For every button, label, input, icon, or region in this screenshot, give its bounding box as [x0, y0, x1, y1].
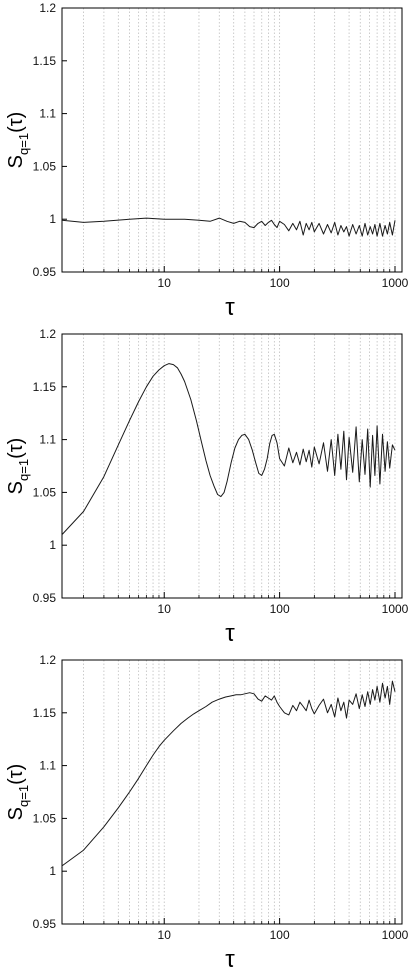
series-line: [61, 363, 396, 535]
y-axis-title: Sq=1(τ): [5, 438, 31, 495]
y-tick-label: 1.1: [39, 759, 56, 773]
y-tick-label: 1.05: [33, 811, 57, 825]
y-tick-label: 1.15: [33, 706, 57, 720]
y-tick-label: 0.95: [33, 917, 57, 931]
y-tick-label: 1.05: [33, 485, 57, 499]
y-axis-title-suffix: (τ): [5, 764, 27, 785]
y-axis-title-main: S: [5, 481, 27, 494]
gridlines: [83, 334, 396, 598]
x-tick-label: 10: [158, 276, 172, 290]
y-tick-label: 0.95: [33, 265, 57, 279]
x-axis-title: τ: [225, 620, 235, 647]
y-axis-title-suffix: (τ): [5, 112, 27, 133]
chart-panel: 0.95 1 1.05 1.1 1.15 1.2 10 100 1000 τ Sq=1(τ): [5, 327, 409, 647]
x-tick-label: 1000: [382, 602, 409, 616]
y-axis-title-main: S: [5, 807, 27, 820]
x-tick-label: 100: [270, 602, 290, 616]
x-tick-label: 10: [158, 928, 172, 942]
y-tick-label: 1: [49, 864, 56, 878]
y-axis-title: Sq=1(τ): [5, 112, 31, 169]
y-tick-label: 1.15: [33, 54, 57, 68]
y-tick-label: 0.95: [33, 591, 57, 605]
y-axis-title-sub: q=1: [16, 785, 31, 807]
plot-frame: [61, 659, 403, 925]
plot-frame: [61, 333, 403, 599]
series-line: [61, 680, 396, 867]
chart-panel: 0.95 1 1.05 1.1 1.15 1.2 10 100 1000 τ Sq=1(τ): [5, 653, 409, 973]
y-axis-title-sub: q=1: [16, 459, 31, 481]
series-line: [61, 217, 396, 237]
y-tick-label: 1.15: [33, 380, 57, 394]
y-tick-label: 1.2: [39, 327, 56, 341]
x-tick-label: 10: [158, 602, 172, 616]
y-axis-title: Sq=1(τ): [5, 764, 31, 821]
y-tick-label: 1: [49, 538, 56, 552]
y-tick-label: 1.2: [39, 653, 56, 667]
x-tick-label: 1000: [382, 276, 409, 290]
y-tick-label: 1.2: [39, 1, 56, 15]
y-tick-label: 1: [49, 212, 56, 226]
x-axis-title: τ: [225, 294, 235, 321]
x-tick-label: 100: [270, 276, 290, 290]
y-tick-label: 1.05: [33, 159, 57, 173]
plot-frame: [61, 7, 403, 273]
y-axis-title-suffix: (τ): [5, 438, 27, 459]
y-tick-label: 1.1: [39, 107, 56, 121]
chart-panel: 0.95 1 1.05 1.1 1.15 1.2 10 100 1000 τ Sq=1(τ): [5, 1, 409, 321]
x-axis-title: τ: [225, 946, 235, 973]
y-axis-title-sub: q=1: [16, 133, 31, 155]
y-tick-label: 1.1: [39, 433, 56, 447]
x-tick-label: 100: [270, 928, 290, 942]
y-axis-title-main: S: [5, 155, 27, 168]
x-tick-label: 1000: [382, 928, 409, 942]
gridlines: [83, 660, 396, 924]
